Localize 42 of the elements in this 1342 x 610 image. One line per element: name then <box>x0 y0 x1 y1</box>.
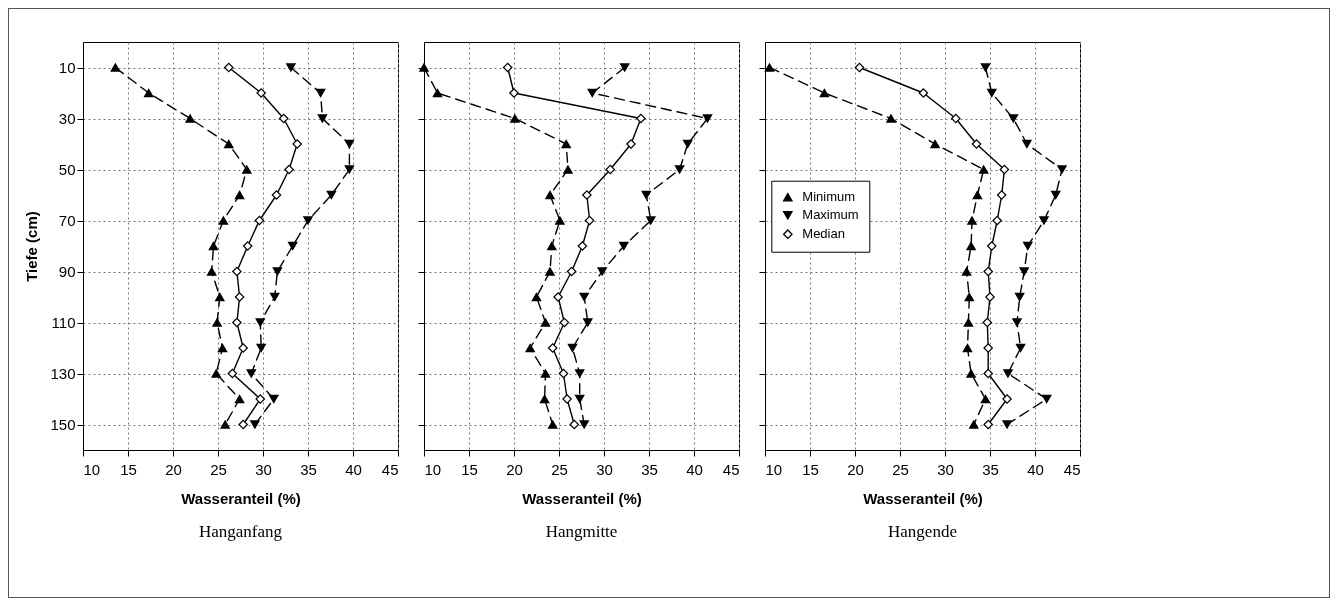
x-tick-label: 15 <box>461 460 478 478</box>
x-axis-title: Wasseranteil (%) <box>181 489 301 507</box>
y-tick-label: 50 <box>58 161 76 178</box>
x-tick-label: 30 <box>255 460 272 478</box>
x-tick-label: 45 <box>1063 460 1081 478</box>
x-tick-label: 15 <box>802 460 819 478</box>
y-tick-label: 130 <box>50 365 76 382</box>
y-tick-label: 10 <box>58 59 76 76</box>
x-axis-title: Wasseranteil (%) <box>522 489 642 507</box>
x-axis-title: Wasseranteil (%) <box>863 489 983 507</box>
text: Hangmitte <box>545 522 618 541</box>
x-tick-label: 35 <box>641 460 658 478</box>
x-tick-label: 35 <box>982 460 999 478</box>
x-tick-label: 25 <box>551 460 568 478</box>
text: Hanganfang <box>198 522 283 541</box>
x-tick-label: 15 <box>120 460 137 478</box>
x-tick-label: 30 <box>937 460 954 478</box>
y-axis-title: Tiefe (cm) <box>23 211 41 282</box>
x-tick-label: 35 <box>300 460 317 478</box>
legend-label: Maximum <box>802 207 859 223</box>
x-tick-label: 10 <box>424 460 442 478</box>
legend-label: Minimum <box>802 189 856 205</box>
y-tick-label: 150 <box>50 416 76 433</box>
x-tick-label: 10 <box>765 460 783 478</box>
y-tick-label: 70 <box>58 212 76 229</box>
x-tick-label: 45 <box>722 460 740 478</box>
x-tick-label: 40 <box>345 460 362 478</box>
legend-label: Median <box>802 226 845 242</box>
x-tick-label: 40 <box>686 460 703 478</box>
y-tick-label: 90 <box>58 263 76 280</box>
x-tick-label: 20 <box>165 460 182 478</box>
x-tick-label: 40 <box>1027 460 1044 478</box>
x-tick-label: 45 <box>381 460 399 478</box>
x-tick-label: 25 <box>210 460 227 478</box>
x-tick-label: 20 <box>506 460 523 478</box>
x-tick-label: 30 <box>596 460 613 478</box>
y-tick-label: 30 <box>58 110 76 127</box>
x-tick-label: 25 <box>892 460 909 478</box>
text: Hangende <box>888 522 957 541</box>
x-tick-label: 20 <box>847 460 864 478</box>
y-tick-label: 110 <box>51 314 76 331</box>
x-tick-label: 10 <box>83 460 101 478</box>
